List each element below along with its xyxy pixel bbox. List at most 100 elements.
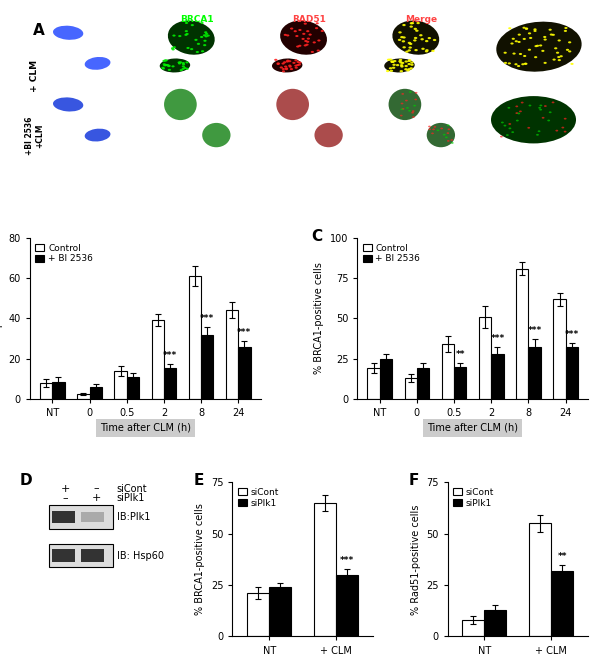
Ellipse shape [503,125,506,127]
Ellipse shape [178,62,181,64]
Ellipse shape [409,91,412,93]
Text: IB:Plk1: IB:Plk1 [117,512,150,522]
Ellipse shape [523,27,526,29]
Ellipse shape [389,89,421,120]
Ellipse shape [556,130,558,131]
Ellipse shape [274,59,277,61]
Ellipse shape [443,134,446,135]
Ellipse shape [412,116,415,118]
Ellipse shape [293,30,297,32]
Ellipse shape [416,22,420,24]
Ellipse shape [528,48,531,51]
Ellipse shape [296,61,299,63]
Ellipse shape [415,49,418,51]
Ellipse shape [205,35,208,37]
Bar [81,550,104,562]
Text: Merge: Merge [405,15,437,25]
Ellipse shape [53,26,83,40]
Ellipse shape [163,64,166,66]
Ellipse shape [206,34,210,36]
Ellipse shape [517,65,520,67]
Ellipse shape [508,62,511,64]
Bar [247,593,269,636]
Ellipse shape [286,60,289,62]
Ellipse shape [415,92,418,93]
Ellipse shape [281,62,285,64]
Ellipse shape [168,21,215,55]
Ellipse shape [165,64,168,66]
Ellipse shape [392,21,439,55]
Ellipse shape [164,64,167,66]
Text: ***: *** [565,330,579,339]
Ellipse shape [539,44,542,46]
Ellipse shape [511,42,514,44]
Ellipse shape [553,58,556,60]
Bar [463,620,484,636]
Ellipse shape [544,105,547,107]
Ellipse shape [415,99,417,100]
Bar [201,335,214,398]
Ellipse shape [405,50,409,53]
Ellipse shape [517,113,520,114]
Legend: siCont, siPlk1: siCont, siPlk1 [452,487,495,509]
Text: A: A [33,23,45,38]
Ellipse shape [389,58,392,61]
Ellipse shape [185,22,188,24]
Ellipse shape [433,39,436,41]
Ellipse shape [538,131,541,132]
Bar [336,575,358,636]
Ellipse shape [543,36,547,38]
Ellipse shape [182,62,185,64]
Text: BRCA1: BRCA1 [180,15,214,25]
Bar [40,383,52,398]
Ellipse shape [85,57,110,70]
Ellipse shape [554,47,557,49]
Ellipse shape [203,40,206,42]
Ellipse shape [315,27,318,29]
Ellipse shape [539,105,542,106]
Ellipse shape [508,127,511,129]
Ellipse shape [557,39,561,42]
Ellipse shape [164,59,168,62]
Ellipse shape [557,56,560,58]
Ellipse shape [549,111,551,113]
Ellipse shape [401,62,404,64]
Ellipse shape [163,60,166,62]
Ellipse shape [534,56,537,58]
Bar [516,269,529,398]
Y-axis label: % BRCA1-positive cells: % BRCA1-positive cells [196,503,205,615]
Ellipse shape [409,25,413,28]
Ellipse shape [296,64,299,66]
Ellipse shape [296,46,299,48]
Ellipse shape [544,62,547,64]
Ellipse shape [185,30,188,32]
Ellipse shape [166,64,169,66]
Ellipse shape [172,34,176,36]
Ellipse shape [413,39,416,42]
Ellipse shape [518,34,521,36]
Ellipse shape [447,125,449,126]
Ellipse shape [404,60,408,62]
Bar [189,276,201,398]
Ellipse shape [301,38,305,40]
Ellipse shape [512,52,515,54]
Ellipse shape [183,67,187,69]
Ellipse shape [285,68,288,70]
Ellipse shape [204,31,208,33]
Ellipse shape [284,34,287,36]
Bar [89,387,102,398]
Bar [529,524,551,636]
Ellipse shape [163,63,166,65]
Ellipse shape [551,34,555,36]
Bar [484,610,506,636]
Ellipse shape [294,64,298,67]
Ellipse shape [414,37,418,39]
Ellipse shape [406,107,409,109]
Ellipse shape [523,55,526,57]
Ellipse shape [434,126,436,128]
Ellipse shape [411,22,414,25]
Ellipse shape [277,89,309,120]
Ellipse shape [173,46,176,48]
Ellipse shape [447,140,449,142]
Ellipse shape [446,133,449,134]
